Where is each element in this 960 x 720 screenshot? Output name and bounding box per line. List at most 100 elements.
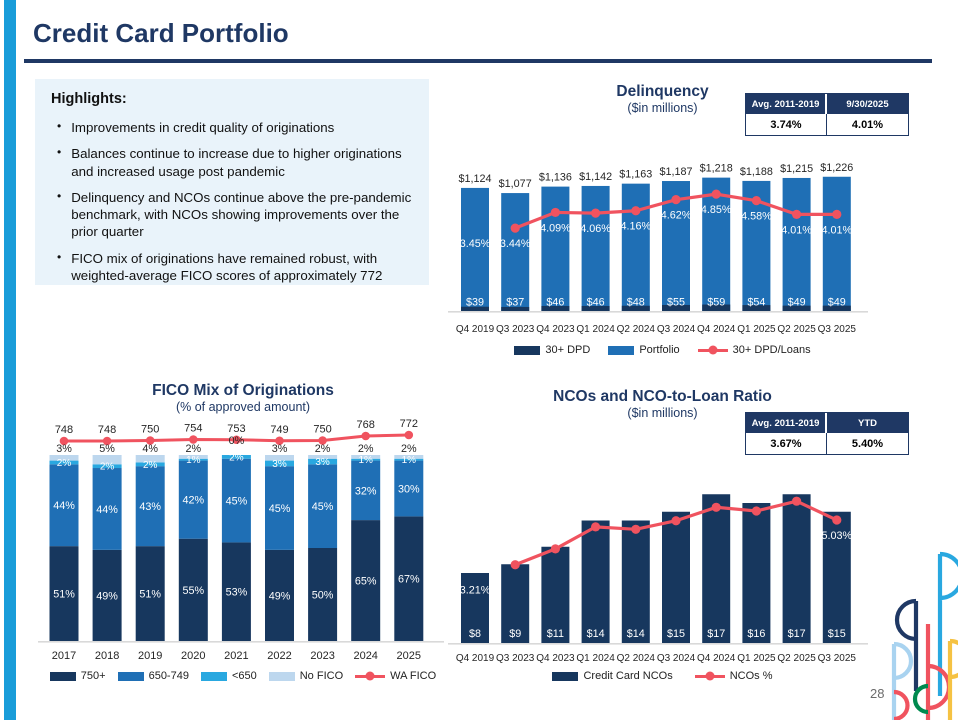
labels: $8 $9 $11 $14 $14 $15 $17 $16 $17 $15 3.21% 5.03% [460,530,853,640]
svg-text:Q3 2023: Q3 2023 [496,653,535,664]
svg-text:3%: 3% [56,443,72,455]
svg-text:3.21%: 3.21% [460,585,491,597]
svg-text:$59: $59 [707,297,725,309]
stat-value: 4.01% [851,119,884,131]
highlight-bullet: • Improvements in credit quality of orig… [57,119,415,136]
legend-swatch-icon [268,671,295,681]
svg-text:$1,187: $1,187 [659,166,692,178]
bullet-text: FICO mix of originations have remained r… [71,250,383,283]
svg-text:2%: 2% [57,458,72,469]
svg-text:4.16%: 4.16% [620,221,651,233]
svg-text:67%: 67% [398,574,420,586]
svg-text:$39: $39 [466,297,484,309]
legend-item: No FICO [268,670,343,682]
svg-text:750: 750 [141,424,159,436]
stat-header: 9/30/2025 [827,94,908,114]
svg-text:4.85%: 4.85% [701,204,732,216]
svg-text:$17: $17 [707,628,725,640]
title-rule [24,59,932,63]
stat-value: 3.74% [746,114,827,135]
legend-swatch-icon [200,671,227,681]
svg-text:Q3 2023: Q3 2023 [496,324,535,335]
line-series [59,430,414,446]
svg-text:$1,188: $1,188 [740,166,773,178]
brand-logo [891,551,958,720]
legend-line-icon [694,671,725,681]
legend-item: 30+ DPD [514,344,590,356]
svg-text:44%: 44% [96,504,118,516]
legend-item: Portfolio [608,344,680,356]
svg-text:2%: 2% [358,443,374,455]
bullet-icon: • [57,119,62,133]
svg-text:$1,218: $1,218 [700,163,733,175]
svg-text:4%: 4% [142,443,158,455]
svg-text:$1,142: $1,142 [579,171,612,183]
svg-text:Q4 2023: Q4 2023 [536,324,575,335]
svg-text:44%: 44% [53,500,75,512]
legend-item: <650 [200,670,257,682]
svg-text:49%: 49% [96,590,118,602]
delinquency-chart: $1,124 $39 $1,077 $37 $1,136 $46 $1,142 $46 $1,1… [448,162,868,335]
legend-item: WA FICO [355,670,436,682]
svg-text:2020: 2020 [181,650,205,662]
svg-text:$17: $17 [788,628,806,640]
legend-item: 30+ DPD/Loans [697,344,811,356]
legend-item: Credit Card NCOs [552,670,673,682]
highlights-heading: Highlights: [51,91,127,107]
svg-text:$49: $49 [828,297,846,309]
svg-text:3.45%: 3.45% [460,238,491,250]
svg-text:42%: 42% [182,495,204,507]
page-number: 28 [870,686,885,701]
stat-value: 3.67% [746,433,827,454]
legend-item: 650-749 [117,670,189,682]
svg-text:1%: 1% [358,455,373,466]
svg-text:Q3 2024: Q3 2024 [657,324,696,335]
svg-text:$15: $15 [667,628,685,640]
category-labels: Q4 2019 Q3 2023 Q4 2023 Q1 2024 Q2 2024 Q3 20… [456,324,857,335]
nco-chart: $8 $9 $11 $14 $14 $15 $17 $16 $17 $15 3.21% 5.03% Q4… [448,494,868,664]
svg-text:Q2 2024: Q2 2024 [617,324,656,335]
delinquency-legend: 30+ DPD Portfolio 30+ DPD/Loans [440,344,885,356]
svg-text:Q4 2024: Q4 2024 [697,324,736,335]
svg-text:2021: 2021 [224,650,248,662]
nco-legend: Credit Card NCOs NCOs % [440,670,885,682]
svg-text:Q3 2025: Q3 2025 [818,653,857,664]
svg-text:Q4 2024: Q4 2024 [697,653,736,664]
stat-header: Avg. 2011-2019 [746,413,827,433]
bullet-text: Delinquency and NCOs continue above the … [71,189,412,240]
svg-text:65%: 65% [355,576,377,588]
svg-text:Q4 2019: Q4 2019 [456,324,495,335]
svg-text:$9: $9 [509,628,521,640]
labels: 51%44%2%3%49%44%2%5%51%43%2%4%55%42%1%2%… [53,418,420,602]
svg-text:4.01%: 4.01% [821,224,852,236]
svg-text:$46: $46 [546,297,564,309]
stat-value: 5.40% [851,438,884,450]
svg-text:Q1 2024: Q1 2024 [576,653,615,664]
bullet-text: Improvements in credit quality of origin… [71,120,335,135]
svg-text:$48: $48 [627,297,645,309]
page-title: Credit Card Portfolio [33,18,289,48]
svg-text:3.44%: 3.44% [500,238,531,250]
svg-text:2023: 2023 [310,650,334,662]
legend-item: 750+ [49,670,106,682]
svg-text:$46: $46 [587,297,605,309]
svg-text:5%: 5% [99,443,115,455]
svg-text:53%: 53% [226,587,248,599]
svg-text:2025: 2025 [397,650,421,662]
fico-subtitle: (% of approved amount) [175,400,311,414]
svg-text:3%: 3% [315,457,330,468]
svg-text:2%: 2% [100,462,115,473]
svg-text:51%: 51% [53,589,75,601]
line-series [510,189,842,233]
svg-text:Q3 2025: Q3 2025 [818,324,857,335]
bullet-icon: • [57,145,62,160]
bullet-icon: • [57,249,62,264]
nco-subtitle: ($in millions) [627,406,698,420]
stat-header: Avg. 2011-2019 [746,94,827,114]
svg-text:$49: $49 [788,297,806,309]
legend-item: NCOs % [694,670,773,682]
legend-swatch-icon [608,345,635,355]
highlight-bullet: • FICO mix of originations have remained… [57,250,415,285]
svg-text:Q1 2024: Q1 2024 [576,324,615,335]
svg-text:1%: 1% [402,455,417,466]
